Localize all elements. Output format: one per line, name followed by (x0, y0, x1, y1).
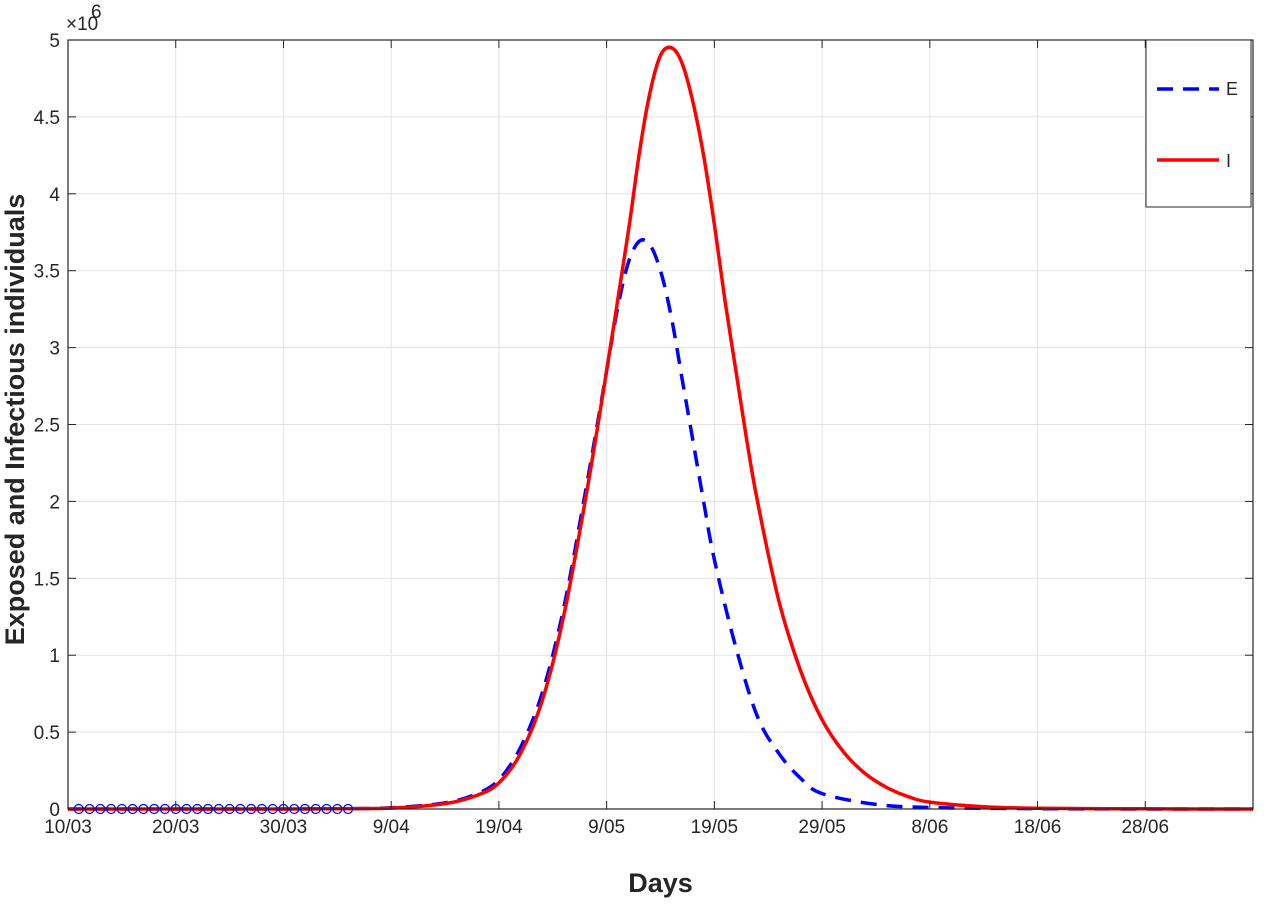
x-tick-label: 20/03 (152, 817, 200, 838)
y-tick-label: 2.5 (34, 416, 60, 437)
x-tick-label: 30/03 (260, 817, 308, 838)
x-tick-label: 8/06 (911, 817, 948, 838)
series-line-i (68, 45, 1254, 811)
y-tick-label: 4 (49, 185, 60, 206)
y-axis-exponent: ×10 (66, 14, 98, 35)
y-tick-label: 1 (49, 646, 60, 667)
y-tick-label: 2 (49, 492, 60, 513)
y-axis-exponent-power: 6 (91, 2, 102, 23)
series-line-e (68, 238, 1253, 811)
tick-layer: 10/03 20/03 30/03 9/04 19/04 9/05 19/05 29/05 8/… (34, 31, 1254, 838)
x-tick-label: 29/05 (798, 817, 846, 838)
y-tick-label: 3.5 (34, 262, 60, 283)
x-tick-label: 9/04 (373, 817, 410, 838)
y-tick-label: 0 (49, 800, 60, 821)
x-axis-title: Days (628, 868, 693, 898)
x-tick-label: 10/03 (44, 817, 92, 838)
y-tick-label: 5 (49, 31, 60, 52)
x-tick-label: 9/05 (588, 817, 625, 838)
legend: E I (1145, 39, 1252, 208)
legend-label-e: E (1226, 79, 1238, 99)
x-tick-label: 19/05 (691, 817, 739, 838)
y-tick-label: 3 (49, 339, 60, 360)
x-tick-label: 18/06 (1014, 817, 1062, 838)
x-tick-label: 28/06 (1121, 817, 1169, 838)
x-tick-label: 19/04 (475, 817, 523, 838)
series-layer (68, 45, 1254, 815)
grid-layer (67, 39, 1254, 810)
y-tick-label: 0.5 (34, 723, 60, 744)
y-axis-title: Exposed and Infectious individuals (0, 194, 30, 646)
y-tick-label: 4.5 (34, 108, 60, 129)
legend-label-i: I (1226, 151, 1231, 171)
legend-box (1145, 39, 1252, 208)
y-tick-label: 1.5 (34, 569, 60, 590)
